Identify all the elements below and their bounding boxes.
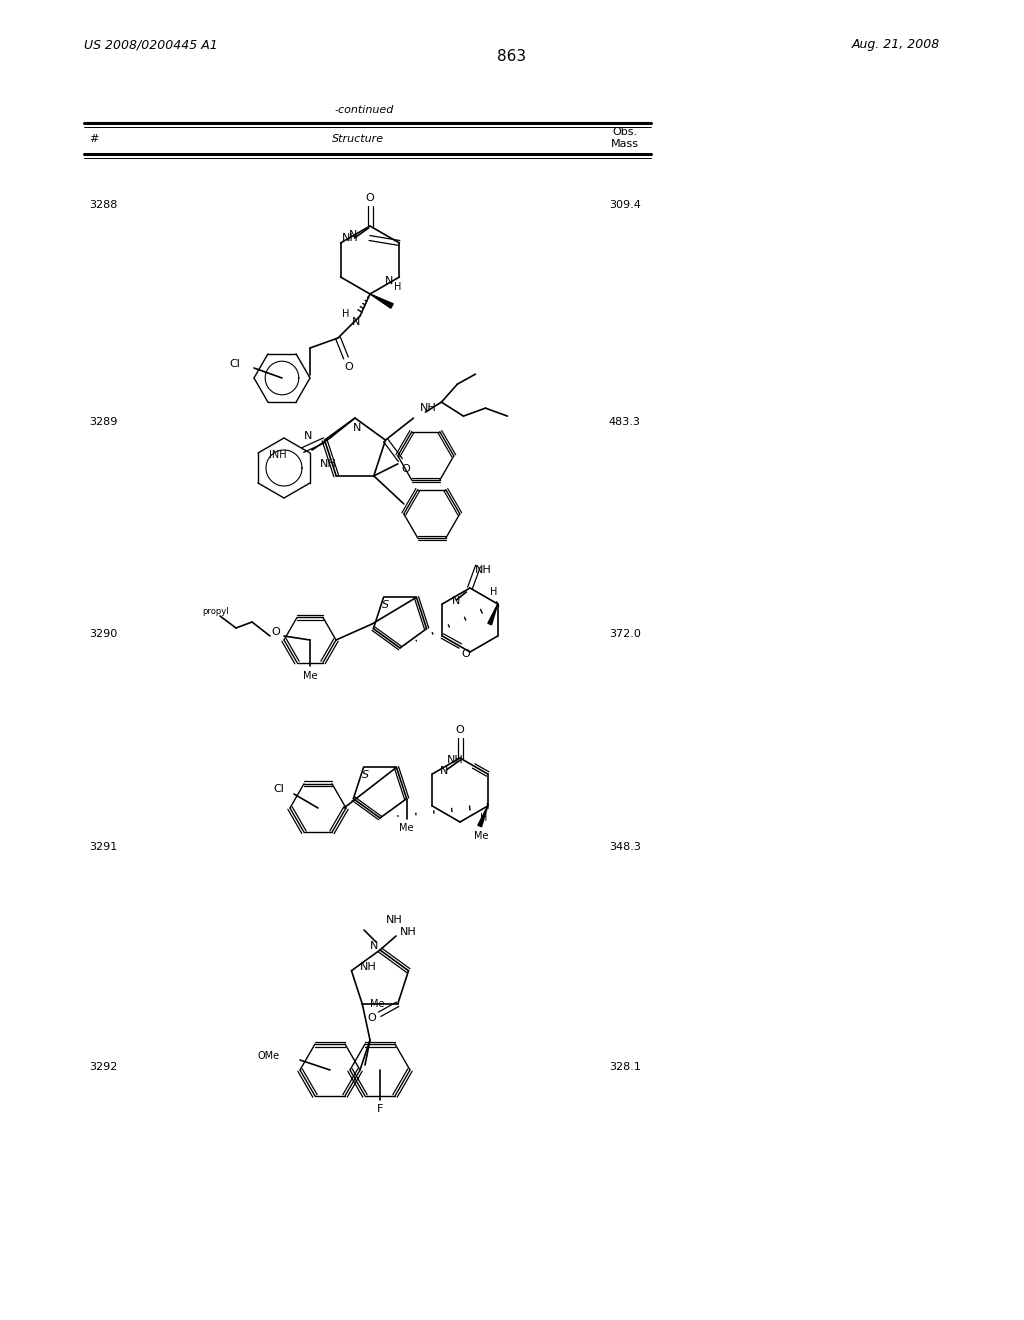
Text: N: N bbox=[353, 422, 361, 433]
Text: NH: NH bbox=[319, 459, 337, 469]
Text: Me: Me bbox=[399, 822, 414, 833]
Text: NH: NH bbox=[386, 915, 402, 925]
Text: propyl: propyl bbox=[203, 607, 229, 616]
Text: 3288: 3288 bbox=[89, 199, 118, 210]
Text: NH: NH bbox=[446, 755, 464, 766]
Text: O: O bbox=[368, 1014, 376, 1023]
Text: OMe: OMe bbox=[258, 1051, 280, 1061]
Text: Me: Me bbox=[474, 832, 489, 841]
Text: Mass: Mass bbox=[610, 139, 639, 149]
Text: N: N bbox=[370, 941, 378, 950]
Text: 3292: 3292 bbox=[89, 1061, 118, 1072]
Text: INH: INH bbox=[269, 450, 287, 461]
Text: 3290: 3290 bbox=[89, 628, 117, 639]
Text: 863: 863 bbox=[498, 49, 526, 65]
Text: S: S bbox=[382, 601, 389, 610]
Text: Cl: Cl bbox=[273, 784, 284, 795]
Text: N: N bbox=[352, 317, 360, 327]
Text: Me: Me bbox=[371, 999, 385, 1010]
Text: Structure: Structure bbox=[333, 133, 384, 144]
Text: H: H bbox=[394, 282, 401, 292]
Text: N: N bbox=[453, 597, 461, 606]
Polygon shape bbox=[487, 605, 498, 624]
Text: 348.3: 348.3 bbox=[608, 842, 641, 853]
Polygon shape bbox=[370, 294, 393, 308]
Text: N: N bbox=[440, 766, 449, 776]
Text: H: H bbox=[480, 813, 487, 822]
Text: NH: NH bbox=[420, 403, 436, 413]
Text: NH: NH bbox=[399, 927, 417, 937]
Text: O: O bbox=[271, 627, 281, 638]
Text: S: S bbox=[361, 771, 369, 780]
Text: #: # bbox=[89, 133, 98, 144]
Text: O: O bbox=[345, 362, 353, 372]
Text: 372.0: 372.0 bbox=[608, 628, 641, 639]
Text: H: H bbox=[342, 309, 349, 319]
Text: -continued: -continued bbox=[335, 104, 394, 115]
Text: 483.3: 483.3 bbox=[608, 417, 641, 428]
Text: NH: NH bbox=[475, 565, 492, 576]
Text: N: N bbox=[385, 276, 393, 286]
Text: 3289: 3289 bbox=[89, 417, 118, 428]
Text: O: O bbox=[366, 193, 375, 203]
Text: Cl: Cl bbox=[229, 359, 240, 370]
Text: Aug. 21, 2008: Aug. 21, 2008 bbox=[852, 38, 940, 51]
Text: 3291: 3291 bbox=[89, 842, 117, 853]
Text: NH: NH bbox=[342, 234, 358, 243]
Text: N: N bbox=[348, 230, 357, 240]
Text: N: N bbox=[304, 432, 312, 441]
Text: 309.4: 309.4 bbox=[608, 199, 641, 210]
Polygon shape bbox=[478, 807, 487, 826]
Text: O: O bbox=[456, 725, 464, 735]
Text: H: H bbox=[490, 587, 498, 597]
Text: F: F bbox=[377, 1104, 383, 1114]
Text: O: O bbox=[401, 465, 410, 474]
Text: Me: Me bbox=[303, 671, 317, 681]
Text: O: O bbox=[461, 649, 470, 659]
Text: NH: NH bbox=[359, 962, 376, 972]
Text: US 2008/0200445 A1: US 2008/0200445 A1 bbox=[84, 38, 218, 51]
Text: 328.1: 328.1 bbox=[608, 1061, 641, 1072]
Text: Obs.: Obs. bbox=[612, 127, 637, 137]
